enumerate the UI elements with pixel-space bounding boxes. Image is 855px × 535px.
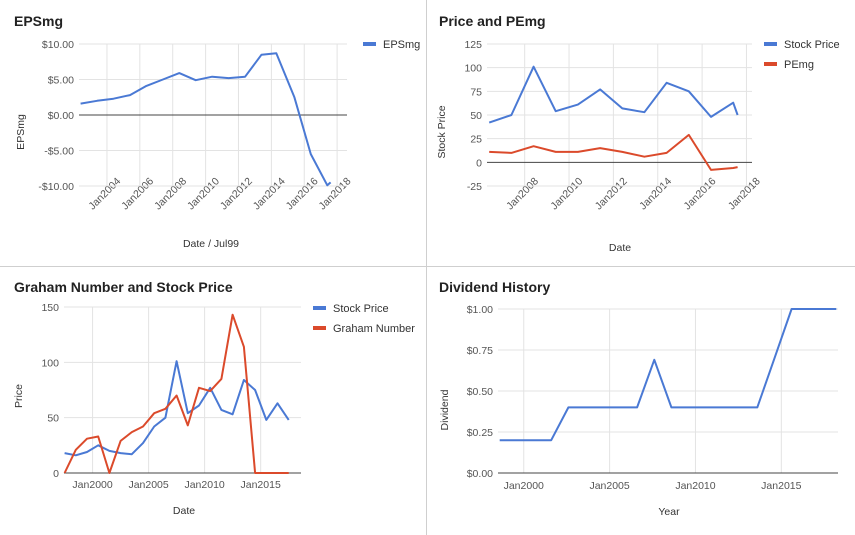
x-tick-label: Jan2018 — [726, 175, 763, 212]
legend-swatch — [313, 326, 326, 330]
x-axis-label: Date — [609, 242, 631, 254]
y-tick-label: $10.00 — [42, 39, 74, 51]
plot-area: Jan2004Jan2006Jan2008Jan2010Jan2012Jan20… — [38, 39, 353, 212]
y-tick-label: 50 — [47, 413, 59, 425]
epsmg-series-line — [80, 52, 332, 187]
legend: Stock Price PEmg — [764, 39, 840, 71]
x-tick-label: Jan2015 — [241, 479, 281, 491]
stock-price-series-line — [488, 65, 739, 124]
plot-area: Jan2000 Jan2005 Jan2010 Jan2015 $1.00 $0.75 $0… — [467, 304, 838, 492]
x-tick-label: Jan2012 — [218, 175, 255, 212]
y-axis-label: EPSmg — [15, 114, 27, 150]
x-tick-label: Jan2006 — [119, 175, 156, 212]
x-tick-label: Jan2014 — [637, 175, 674, 212]
x-tick-label: Jan2014 — [251, 175, 288, 212]
graham-number-chart-panel: Graham Number and Stock Price Date Price… — [0, 267, 427, 535]
x-tick-label: Jan2000 — [72, 479, 112, 491]
x-tick-label: Jan2005 — [589, 480, 629, 492]
epsmg-chart-panel: EPSmg Date / Jul99 EPSmg Jan2004 Jan2006 J… — [0, 0, 427, 267]
y-tick-label: 100 — [464, 63, 482, 75]
legend: EPSmg — [363, 39, 420, 51]
x-tick-label: Jan2010 — [548, 175, 585, 212]
x-tick-label: Jan2012 — [593, 175, 630, 212]
y-axis-label: Price — [13, 384, 25, 408]
y-tick-label: 150 — [41, 302, 59, 314]
epsmg-chart: EPSmg Date / Jul99 EPSmg Jan2004Jan2006J… — [14, 13, 420, 250]
y-tick-label: -25 — [467, 181, 482, 193]
stock-price-series-line — [64, 360, 290, 457]
plot-area: Jan2000 Jan2005 Jan2010 Jan2015 150 100 50 0 — [41, 302, 301, 491]
x-tick-label: Jan2004 — [86, 175, 123, 212]
y-tick-label: $0.00 — [467, 468, 493, 480]
y-tick-label: 25 — [470, 134, 482, 146]
y-tick-label: 0 — [53, 468, 59, 480]
y-tick-label: 0 — [476, 157, 482, 169]
y-tick-label: $0.50 — [467, 386, 493, 398]
y-tick-label: $0.25 — [467, 427, 493, 439]
y-tick-label: $5.00 — [48, 75, 74, 87]
y-tick-label: -$10.00 — [38, 181, 74, 193]
y-tick-label: -$5.00 — [44, 146, 74, 158]
legend-label: Graham Number — [333, 323, 415, 335]
x-tick-label: Jan2016 — [681, 175, 718, 212]
y-tick-label: 100 — [41, 357, 59, 369]
y-tick-label: $0.00 — [48, 110, 74, 122]
x-tick-label: Jan2018 — [317, 175, 354, 212]
y-tick-label: $1.00 — [467, 304, 493, 316]
chart-title: EPSmg — [14, 13, 63, 29]
legend-label: EPSmg — [383, 39, 420, 51]
x-tick-label: Jan2000 — [504, 480, 544, 492]
x-tick-label: Jan2015 — [761, 480, 801, 492]
y-tick-label: 75 — [470, 86, 482, 98]
dividend-history-chart-panel: Dividend History Year Dividend Jan2000 Ja… — [427, 267, 855, 535]
x-axis-label: Year — [658, 506, 680, 518]
chart-title: Price and PEmg — [439, 13, 546, 29]
graham-number-chart: Graham Number and Stock Price Date Price… — [13, 279, 415, 517]
plot-area: Jan2008 Jan2010 Jan2012 Jan2014 Jan2016 Jan20… — [464, 39, 762, 212]
price-pemg-chart: Price and PEmg Date Stock Price Jan2008 J… — [436, 13, 840, 254]
x-axis-label: Date — [173, 505, 195, 517]
legend-swatch — [313, 306, 326, 310]
y-tick-label: 125 — [464, 39, 482, 51]
x-tick-label: Jan2010 — [185, 175, 222, 212]
y-tick-label: $0.75 — [467, 345, 493, 357]
legend-swatch — [363, 42, 376, 46]
legend: Stock Price Graham Number — [313, 303, 415, 335]
chart-title: Graham Number and Stock Price — [14, 279, 233, 295]
dividend-history-chart: Dividend History Year Dividend Jan2000 Ja… — [439, 279, 838, 518]
x-tick-label: Jan2008 — [504, 175, 541, 212]
legend-label: PEmg — [784, 59, 814, 71]
x-tick-label: Jan2010 — [675, 480, 715, 492]
y-axis-label: Stock Price — [436, 105, 448, 158]
legend-swatch — [764, 42, 777, 46]
legend-label: Stock Price — [784, 39, 840, 51]
pemg-series-line — [489, 133, 738, 171]
price-pemg-chart-panel: Price and PEmg Date Stock Price Jan2008 J… — [427, 0, 855, 267]
graham-number-series-line — [63, 313, 289, 474]
x-tick-label: Jan2005 — [128, 479, 168, 491]
x-tick-label: Jan2010 — [184, 479, 224, 491]
legend-swatch — [764, 62, 777, 66]
legend-label: Stock Price — [333, 303, 389, 315]
series-line — [499, 308, 837, 442]
y-axis-label: Dividend — [439, 389, 451, 430]
y-tick-label: 50 — [470, 110, 482, 122]
x-tick-label: Jan2016 — [284, 175, 321, 212]
x-axis-label: Date / Jul99 — [183, 238, 239, 250]
x-tick-label: Jan2008 — [152, 175, 189, 212]
chart-title: Dividend History — [439, 279, 550, 295]
